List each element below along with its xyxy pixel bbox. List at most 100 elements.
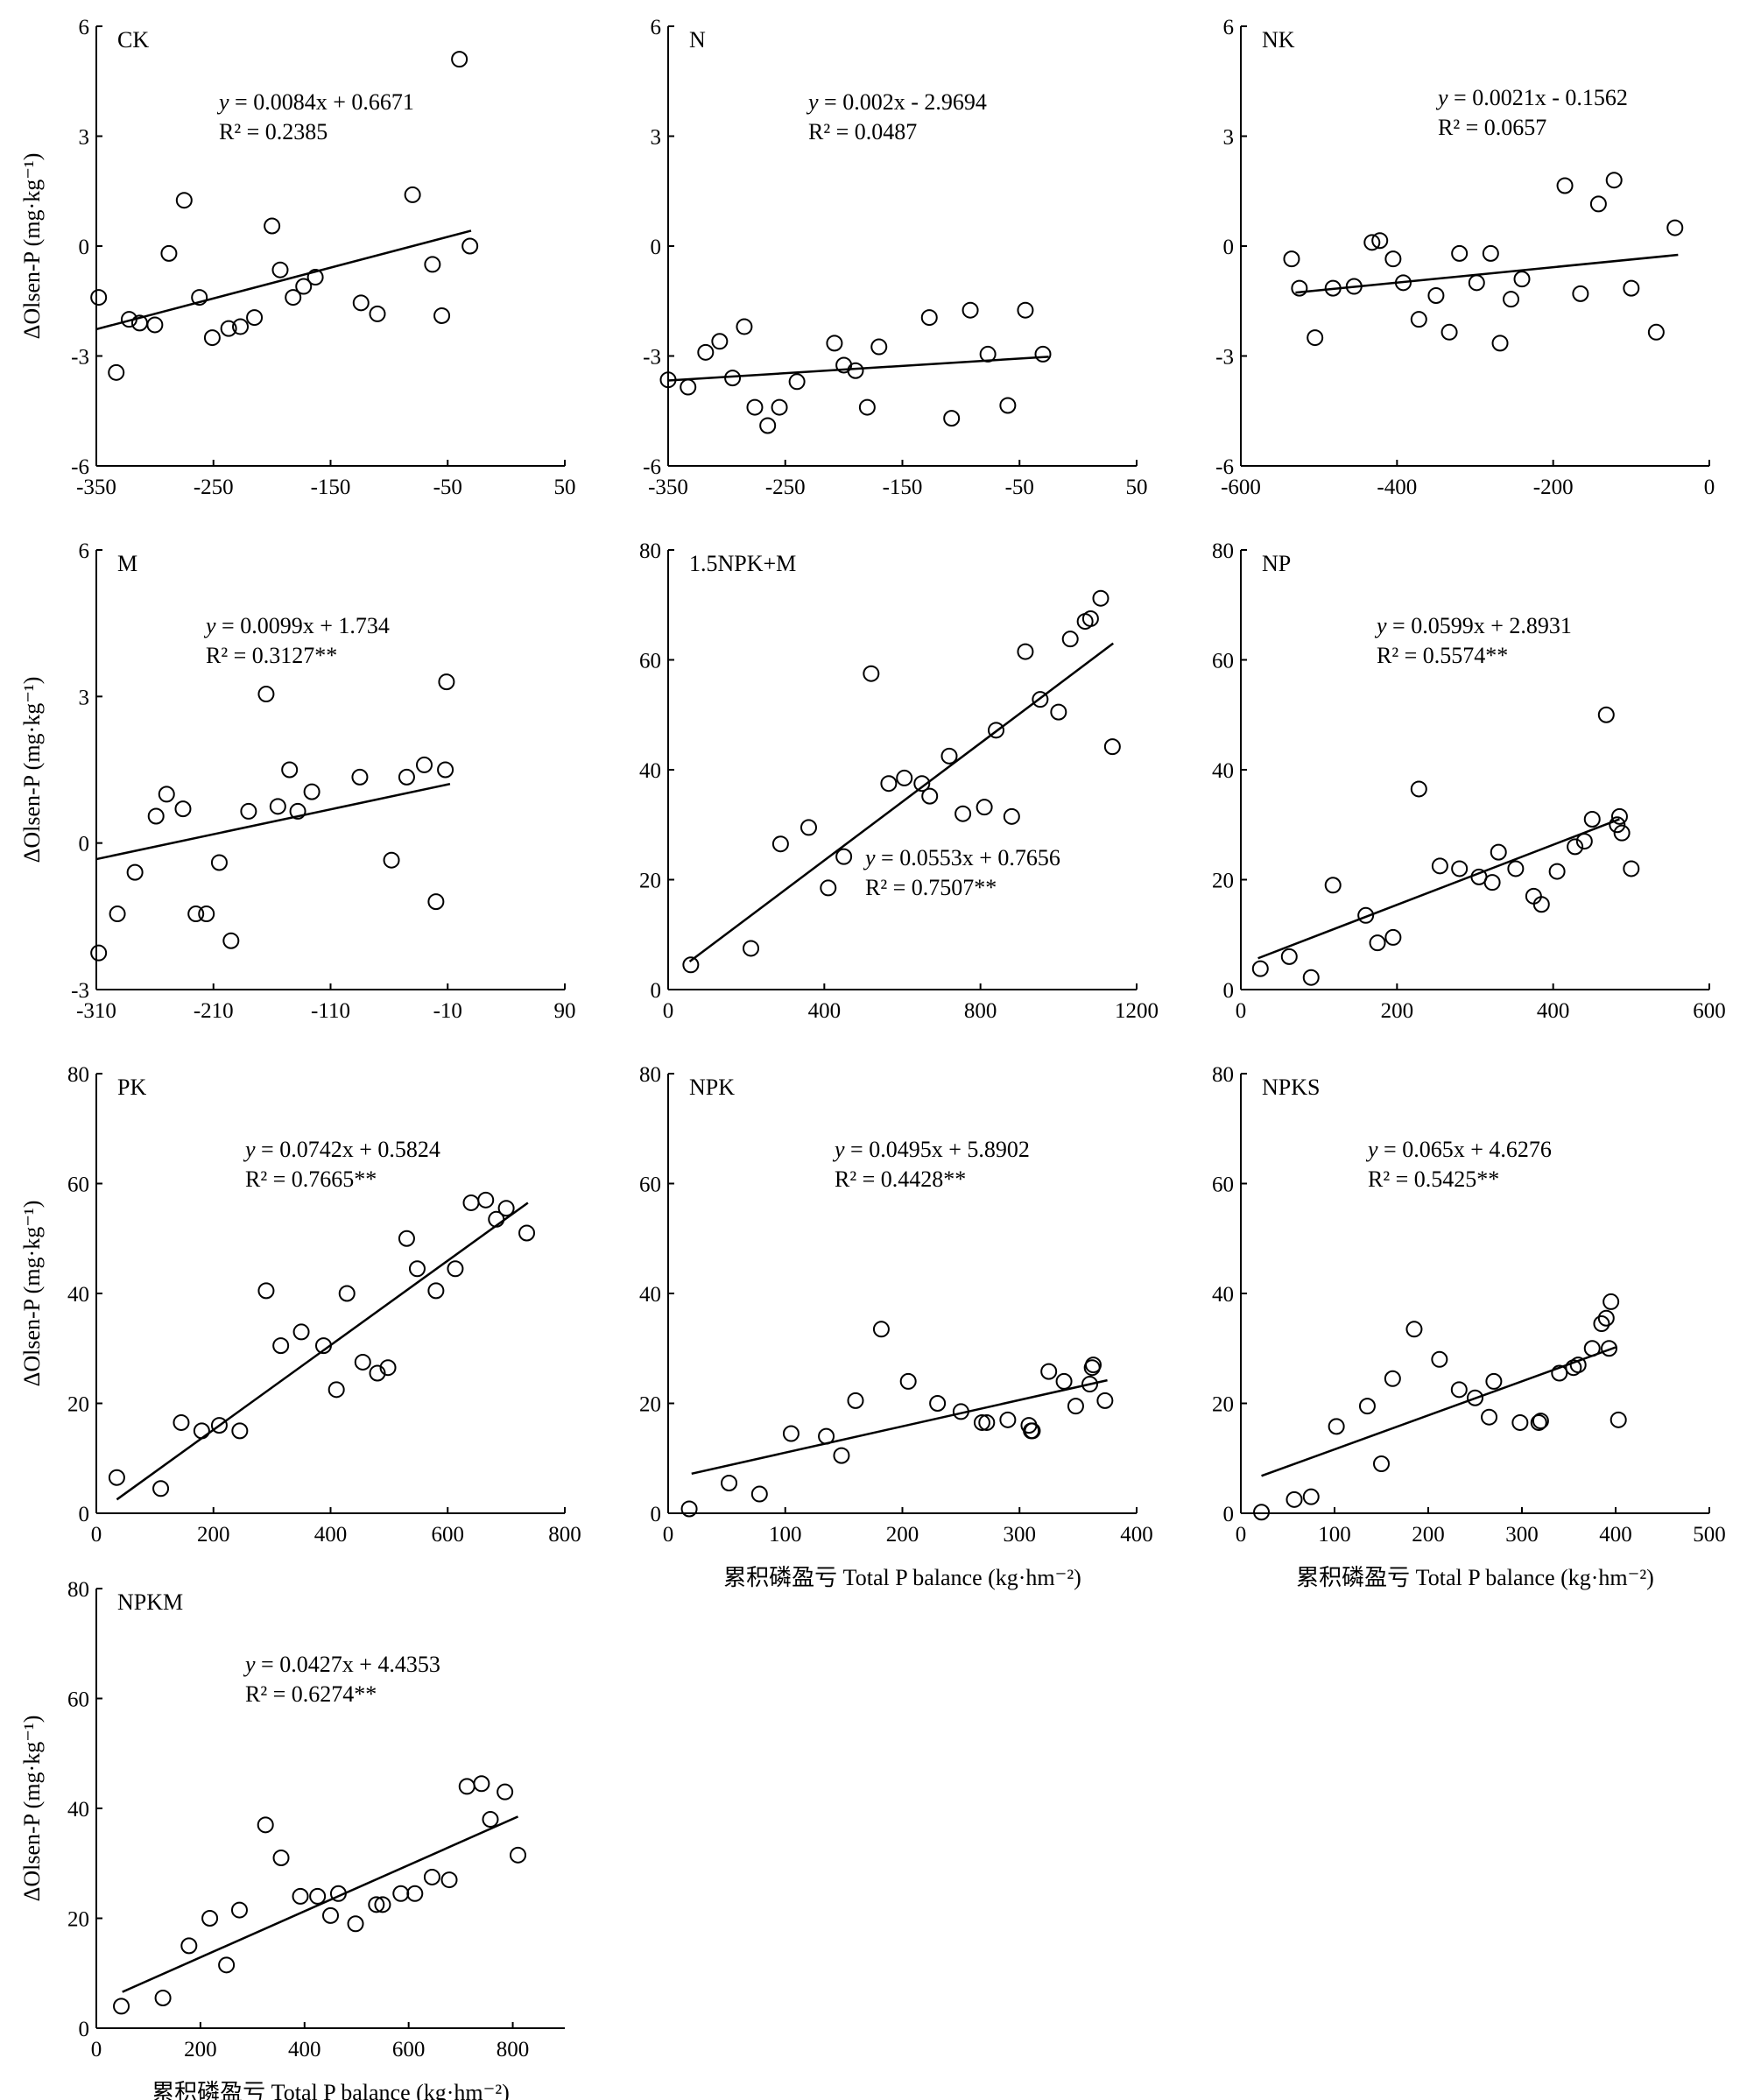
data-point [1055, 1372, 1073, 1390]
y-tick-label: 0 [1223, 1503, 1235, 1526]
data-point [1363, 234, 1381, 251]
equation-y: y [243, 1652, 256, 1677]
data-point [826, 335, 843, 352]
data-point [257, 1816, 274, 1834]
x-tick-label: 400 [808, 999, 842, 1023]
data-point [847, 362, 864, 379]
y-tick-label: 3 [79, 126, 90, 150]
data-point [1302, 969, 1320, 986]
data-point [976, 799, 993, 816]
data-point [374, 1896, 391, 1913]
x-tick-label: 400 [314, 1523, 348, 1547]
panel-label: N [689, 27, 706, 53]
data-point [309, 1887, 327, 1905]
y-tick-label: 60 [1212, 650, 1234, 673]
r-squared: R² = 0.7665** [245, 1166, 377, 1192]
data-point [1610, 807, 1628, 825]
data-point [314, 1337, 332, 1355]
data-point [1427, 286, 1445, 304]
data-point [1491, 335, 1509, 352]
data-point [1345, 278, 1363, 295]
data-point [126, 863, 144, 881]
data-point [303, 783, 321, 800]
data-point [231, 1422, 249, 1440]
data-point [292, 1887, 309, 1905]
data-point [1307, 329, 1324, 347]
x-tick-label: 300 [1505, 1523, 1539, 1547]
y-tick-label: 80 [1212, 1063, 1234, 1087]
y-tick-label: 80 [639, 1063, 661, 1087]
data-point [368, 1896, 385, 1913]
x-tick-label: 100 [1318, 1523, 1351, 1547]
x-axis-title: 累积磷盈亏 Total P balance (kg·hm⁻²) [151, 2080, 510, 2100]
data-point [1525, 887, 1542, 905]
data-point [90, 944, 108, 962]
data-point [1092, 589, 1109, 607]
data-point [1410, 780, 1427, 798]
x-tick-label: 400 [1120, 1523, 1153, 1547]
y-tick-label: -3 [71, 346, 89, 370]
data-point [518, 1224, 536, 1242]
data-point [1251, 960, 1269, 977]
data-point [1405, 1321, 1423, 1338]
data-point [999, 1411, 1017, 1428]
data-point [833, 1447, 850, 1464]
data-point [1551, 1364, 1568, 1382]
data-point [497, 1783, 514, 1801]
x-axis-title: 累积磷盈亏 Total P balance (kg·hm⁻²) [723, 1565, 1081, 1590]
panel-ck: -6 -3 0 3 6 -350 -250 -150 -50 50 CK y = 0.0084x + … [19, 16, 576, 499]
x-tick-label: 0 [91, 2038, 102, 2061]
r-squared: R² = 0.6274** [245, 1681, 377, 1707]
panel-label: NPKM [117, 1589, 183, 1615]
data-point [1451, 244, 1469, 262]
data-point [1017, 643, 1034, 660]
y-axis-title: ΔOlsen-P (mg·kg⁻¹) [19, 153, 45, 340]
data-point [1603, 1293, 1620, 1310]
regression-line [688, 642, 1115, 962]
data-point [771, 835, 789, 853]
regression-equation: y = 0.002x - 2.9694 [806, 89, 987, 115]
data-point [427, 1282, 445, 1300]
data-point [191, 289, 208, 307]
data-point [180, 1937, 198, 1955]
regression-equation: y = 0.0099x + 1.734 [203, 613, 390, 638]
x-tick-label: 200 [184, 2038, 217, 2061]
r-squared: R² = 0.7507** [865, 875, 997, 900]
y-tick-label: 40 [1212, 759, 1234, 783]
y-tick-label: 0 [1223, 979, 1235, 1003]
data-point [1468, 274, 1485, 292]
data-point [271, 261, 289, 278]
data-point [1283, 250, 1300, 268]
data-point [289, 802, 306, 820]
panel-label: 1.5NPK+M [689, 551, 796, 576]
data-point [899, 1372, 917, 1390]
data-point [404, 186, 421, 203]
data-point [1623, 860, 1640, 877]
y-tick-label: 80 [1212, 539, 1234, 563]
data-point [818, 1427, 835, 1445]
data-point [351, 768, 369, 786]
data-point [736, 318, 753, 335]
data-point [1647, 323, 1665, 341]
data-point [1609, 816, 1626, 834]
y-tick-label: 3 [79, 686, 90, 709]
data-point [458, 1778, 475, 1795]
panel-label: NK [1262, 27, 1295, 53]
data-point [896, 769, 913, 786]
data-point [820, 879, 837, 897]
data-point [160, 244, 178, 262]
x-tick-label: -210 [194, 999, 234, 1023]
data-point [306, 269, 324, 286]
regression-line [95, 229, 472, 331]
x-axis-title: 累积磷盈亏 Total P balance (kg·hm⁻²) [1296, 1565, 1654, 1590]
regression-line [116, 1202, 529, 1501]
data-point [201, 1910, 219, 1927]
y-tick-label: -3 [71, 979, 89, 1003]
x-tick-label: 800 [497, 2038, 530, 2061]
data-point [152, 1480, 170, 1497]
data-point [1067, 1398, 1084, 1415]
data-point [1291, 279, 1308, 297]
data-point [1373, 1455, 1390, 1473]
